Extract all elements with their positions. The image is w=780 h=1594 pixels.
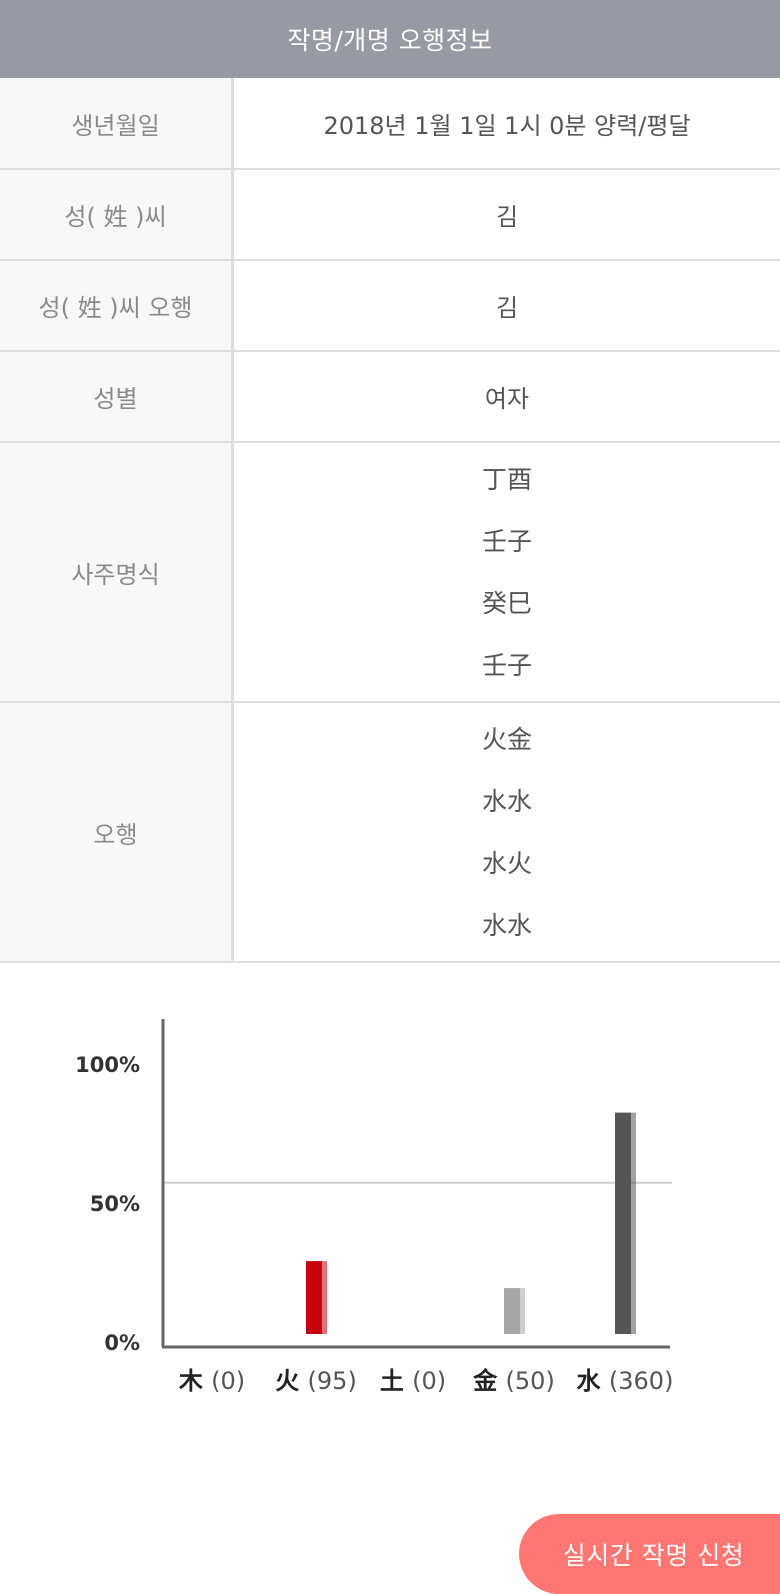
category-value: (50) [506, 1367, 555, 1395]
birth-row: 생년월일 2018년 1월 1일 1시 0분 양력/평달 [0, 78, 780, 169]
x-tick-label: 木 (0) [178, 1367, 245, 1395]
birth-value: 2018년 1월 1일 1시 0분 양력/평달 [233, 78, 780, 169]
saju-row: 사주명식 丁酉 壬子 癸巳 壬子 [0, 442, 780, 702]
ohaeng-list: 火金 水水 水火 水水 [234, 703, 780, 961]
category-value: (360) [609, 1367, 674, 1395]
birth-label: 생년월일 [0, 78, 233, 169]
surname-value: 김 [233, 169, 780, 260]
bar-highlight [520, 1288, 525, 1334]
ohaeng-bar-chart: 100% 50% 0% 木 (0) 火 (95) 土 (0) 金 (50) 水 (360) [0, 963, 780, 1443]
category-name: 水 [577, 1367, 609, 1395]
category-name: 金 [472, 1367, 505, 1395]
ohaeng-row: 오행 火金 水水 水火 水水 [0, 702, 780, 962]
surname-element-value: 김 [233, 260, 780, 351]
gender-row: 성별 여자 [0, 351, 780, 442]
category-value: (0) [412, 1367, 446, 1395]
bar [615, 1113, 631, 1334]
surname-label: 성( 姓 )씨 [0, 169, 233, 260]
ohaeng-item: 火金 [234, 709, 780, 771]
ohaeng-item: 水水 [234, 895, 780, 957]
gender-value: 여자 [233, 351, 780, 442]
saju-item: 壬子 [234, 511, 780, 573]
ohaeng-chart: 100% 50% 0% 木 (0) 火 (95) 土 (0) 金 (50) 水 (360) [0, 963, 780, 1443]
page-header: 작명/개명 오행정보 [0, 0, 780, 78]
y-tick-label: 0% [104, 1331, 140, 1355]
saju-label: 사주명식 [0, 442, 233, 702]
x-tick-label: 金 (50) [472, 1367, 555, 1395]
bar-highlight [322, 1261, 327, 1334]
x-tick-label: 火 (95) [275, 1367, 357, 1395]
saju-item: 壬子 [234, 635, 780, 697]
category-value: (0) [211, 1367, 245, 1395]
surname-row: 성( 姓 )씨 김 [0, 169, 780, 260]
info-table: 생년월일 2018년 1월 1일 1시 0분 양력/평달 성( 姓 )씨 김 성… [0, 78, 780, 963]
bar [306, 1261, 322, 1334]
saju-item: 癸巳 [234, 573, 780, 635]
category-name: 火 [275, 1367, 307, 1395]
saju-list: 丁酉 壬子 癸巳 壬子 [234, 443, 780, 701]
category-value: (95) [308, 1367, 357, 1395]
surname-element-row: 성( 姓 )씨 오행 김 [0, 260, 780, 351]
gender-label: 성별 [0, 351, 233, 442]
y-tick-label: 50% [90, 1192, 140, 1216]
surname-element-label: 성( 姓 )씨 오행 [0, 260, 233, 351]
ohaeng-label: 오행 [0, 702, 233, 962]
y-tick-label: 100% [75, 1053, 140, 1077]
page-title: 작명/개명 오행정보 [287, 21, 492, 57]
saju-item: 丁酉 [234, 449, 780, 511]
bar [504, 1288, 520, 1334]
category-name: 木 [178, 1367, 211, 1395]
ohaeng-item: 水水 [234, 771, 780, 833]
category-name: 土 [380, 1367, 412, 1395]
bar-highlight [631, 1113, 636, 1334]
realtime-naming-request-button[interactable]: 실시간 작명 신청 [519, 1514, 780, 1594]
x-tick-label: 水 (360) [577, 1367, 674, 1395]
ohaeng-item: 水火 [234, 833, 780, 895]
x-tick-label: 土 (0) [380, 1367, 446, 1395]
cta-label: 실시간 작명 신청 [563, 1536, 744, 1572]
